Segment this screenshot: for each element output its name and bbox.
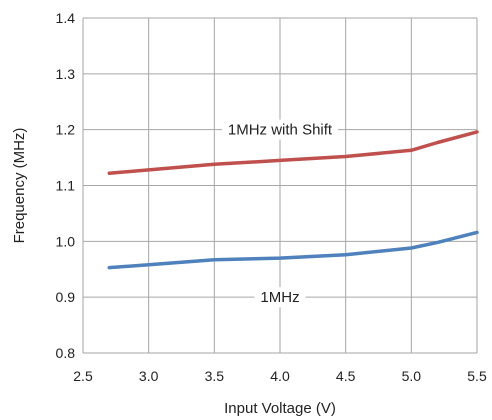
x-tick-label: 4.5 — [336, 368, 356, 384]
y-axis-title: Frequency (MHz) — [11, 128, 28, 244]
tick-labels: 2.5 3.0 3.5 4.0 4.5 5.0 5.5 0.8 0.9 1.0 1.1 1.2 1.3 1… — [56, 10, 487, 384]
annotation-label: 1MHz — [260, 289, 299, 306]
series-group — [107, 130, 479, 270]
y-tick-label: 1.0 — [56, 233, 76, 249]
grid — [82, 17, 478, 354]
series-line-2 — [107, 230, 479, 270]
y-tick-label: 1.2 — [56, 122, 76, 138]
annotation-background — [221, 119, 339, 140]
y-tick-label: 1.1 — [56, 178, 76, 194]
annotation-label: 1MHz with Shift — [228, 122, 333, 139]
annotation-background — [254, 287, 306, 308]
y-tick-label: 0.8 — [56, 345, 76, 361]
y-tick-label: 1.4 — [56, 10, 76, 26]
x-tick-label: 3.0 — [139, 368, 159, 384]
x-tick-label: 4.0 — [270, 368, 290, 384]
x-tick-label: 5.5 — [467, 368, 487, 384]
x-tick-label: 5.0 — [402, 368, 422, 384]
y-tick-label: 0.9 — [56, 289, 76, 305]
x-axis-title: Input Voltage (V) — [224, 400, 336, 417]
x-tick-label: 3.5 — [205, 368, 225, 384]
series-line-1 — [107, 130, 479, 175]
annotations: 1MHz with Shift 1MHz — [221, 119, 339, 308]
y-tick-label: 1.3 — [56, 66, 76, 82]
x-tick-label: 2.5 — [73, 368, 93, 384]
